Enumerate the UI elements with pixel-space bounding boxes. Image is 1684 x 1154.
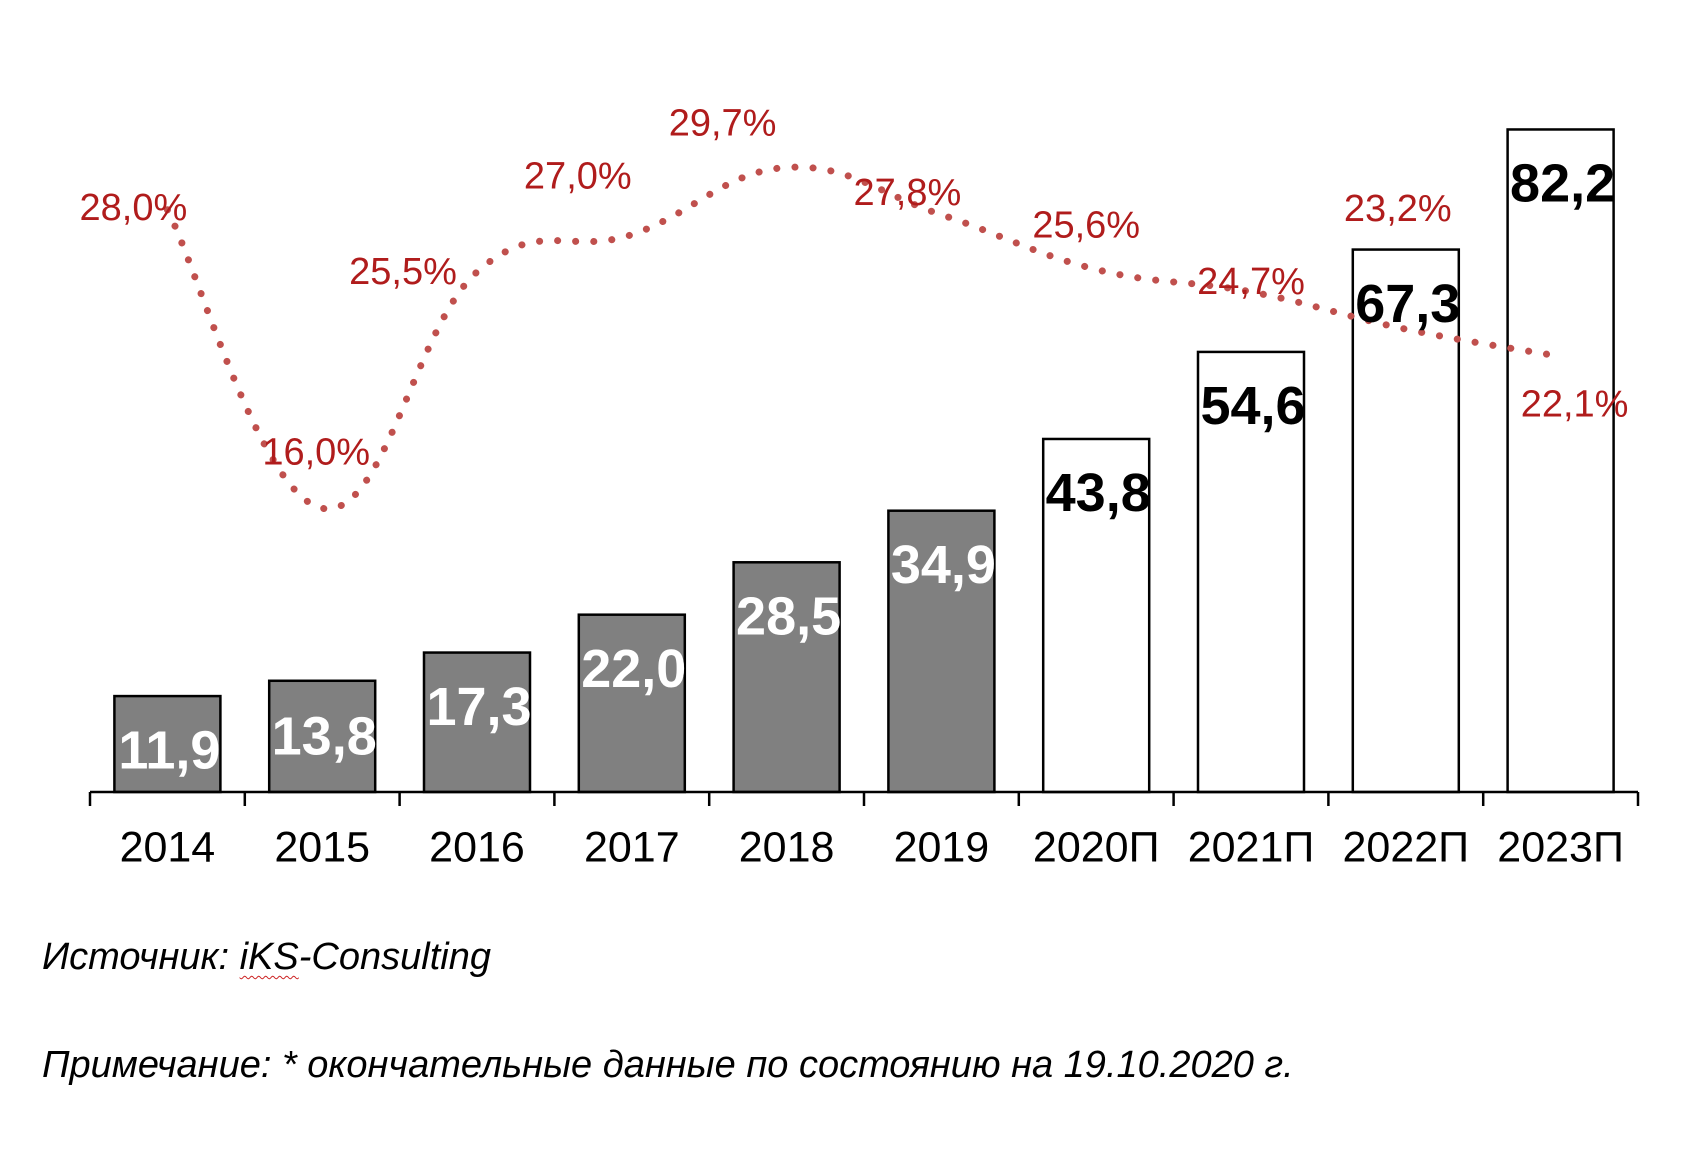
growth-rate-line [163, 163, 1565, 513]
bar-value-label-2016: 17,3 [426, 677, 531, 737]
growth-rate-label-2023П: 22,1% [1521, 384, 1629, 426]
x-tick-label-2023П: 2023П [1497, 823, 1624, 871]
source-prefix: Источник: [42, 936, 240, 978]
x-tick-label-2016: 2016 [429, 823, 525, 871]
x-tick-label-2018: 2018 [739, 823, 835, 871]
x-tick-label-2021П: 2021П [1188, 823, 1315, 871]
bar-value-label-2017: 22,0 [581, 639, 686, 699]
growth-rate-label-2015: 16,0% [262, 431, 370, 473]
bar-2021П [1196, 350, 1306, 794]
growth-rate-label-2021П: 24,7% [1197, 261, 1305, 303]
bar-series [113, 128, 1615, 794]
x-tick-label-2022П: 2022П [1343, 823, 1470, 871]
bar-2015 [267, 679, 377, 794]
bar-value-label-2019: 34,9 [891, 535, 996, 595]
bar-2023П [1506, 128, 1615, 794]
bar-value-label-2018: 28,5 [736, 587, 841, 647]
growth-rate-label-2022П: 23,2% [1344, 188, 1452, 230]
x-tick-label-2019: 2019 [894, 823, 990, 871]
bar-2017 [577, 613, 687, 794]
x-axis-tick-labels: 2014 2015 2016 2017 2018 2019 2020П 2021П 2022П 2… [120, 823, 1624, 871]
x-tick-label-2017: 2017 [584, 823, 680, 871]
bar-value-label-2015: 13,8 [272, 706, 377, 766]
source-company-rest: -Consulting [298, 936, 491, 978]
source-company-abbrev: iKS [239, 936, 299, 978]
bar-2014 [113, 694, 222, 794]
x-tick-label-2020П: 2020П [1033, 823, 1160, 871]
bar-value-label-2021П: 54,6 [1200, 376, 1305, 436]
x-axis [88, 790, 1640, 806]
note-footnote: Примечание: * окончательные данные по со… [42, 1044, 1294, 1086]
growth-rate-label-2019: 27,8% [854, 172, 962, 214]
growth-rate-label-2016: 25,5% [349, 251, 457, 293]
growth-rate-label-2017: 27,0% [524, 156, 632, 198]
bar-value-label-2023П: 82,2 [1510, 154, 1615, 214]
growth-rate-label-2020П: 25,6% [1032, 204, 1140, 246]
growth-rate-label-2014: 28,0% [80, 187, 188, 229]
market-chart: 2014 2015 2016 2017 2018 2019 2020П 2021П 2022П 2… [80, 102, 1640, 871]
bar-value-label-2020П: 43,8 [1046, 463, 1151, 523]
growth-rate-labels: 28,0% 16,0% 25,5% 27,0% 29,7% 27,8% 25,6% 24,7%… [80, 102, 1629, 473]
source-footnote: Источник: iKS-Consulting [42, 936, 491, 979]
bar-value-label-2022П: 67,3 [1355, 274, 1460, 334]
growth-rate-label-2018: 29,7% [669, 102, 777, 144]
x-tick-label-2014: 2014 [120, 823, 216, 871]
bar-value-labels: 11,9 13,8 17,3 22,0 28,5 34,9 43,8 54,6 67,3 82,2 [118, 154, 1615, 781]
growth-rate-series [163, 163, 1565, 513]
bar-value-label-2014: 11,9 [118, 720, 220, 780]
x-tick-label-2015: 2015 [274, 823, 370, 871]
bar-2019 [887, 509, 996, 794]
bar-2016 [422, 651, 532, 794]
